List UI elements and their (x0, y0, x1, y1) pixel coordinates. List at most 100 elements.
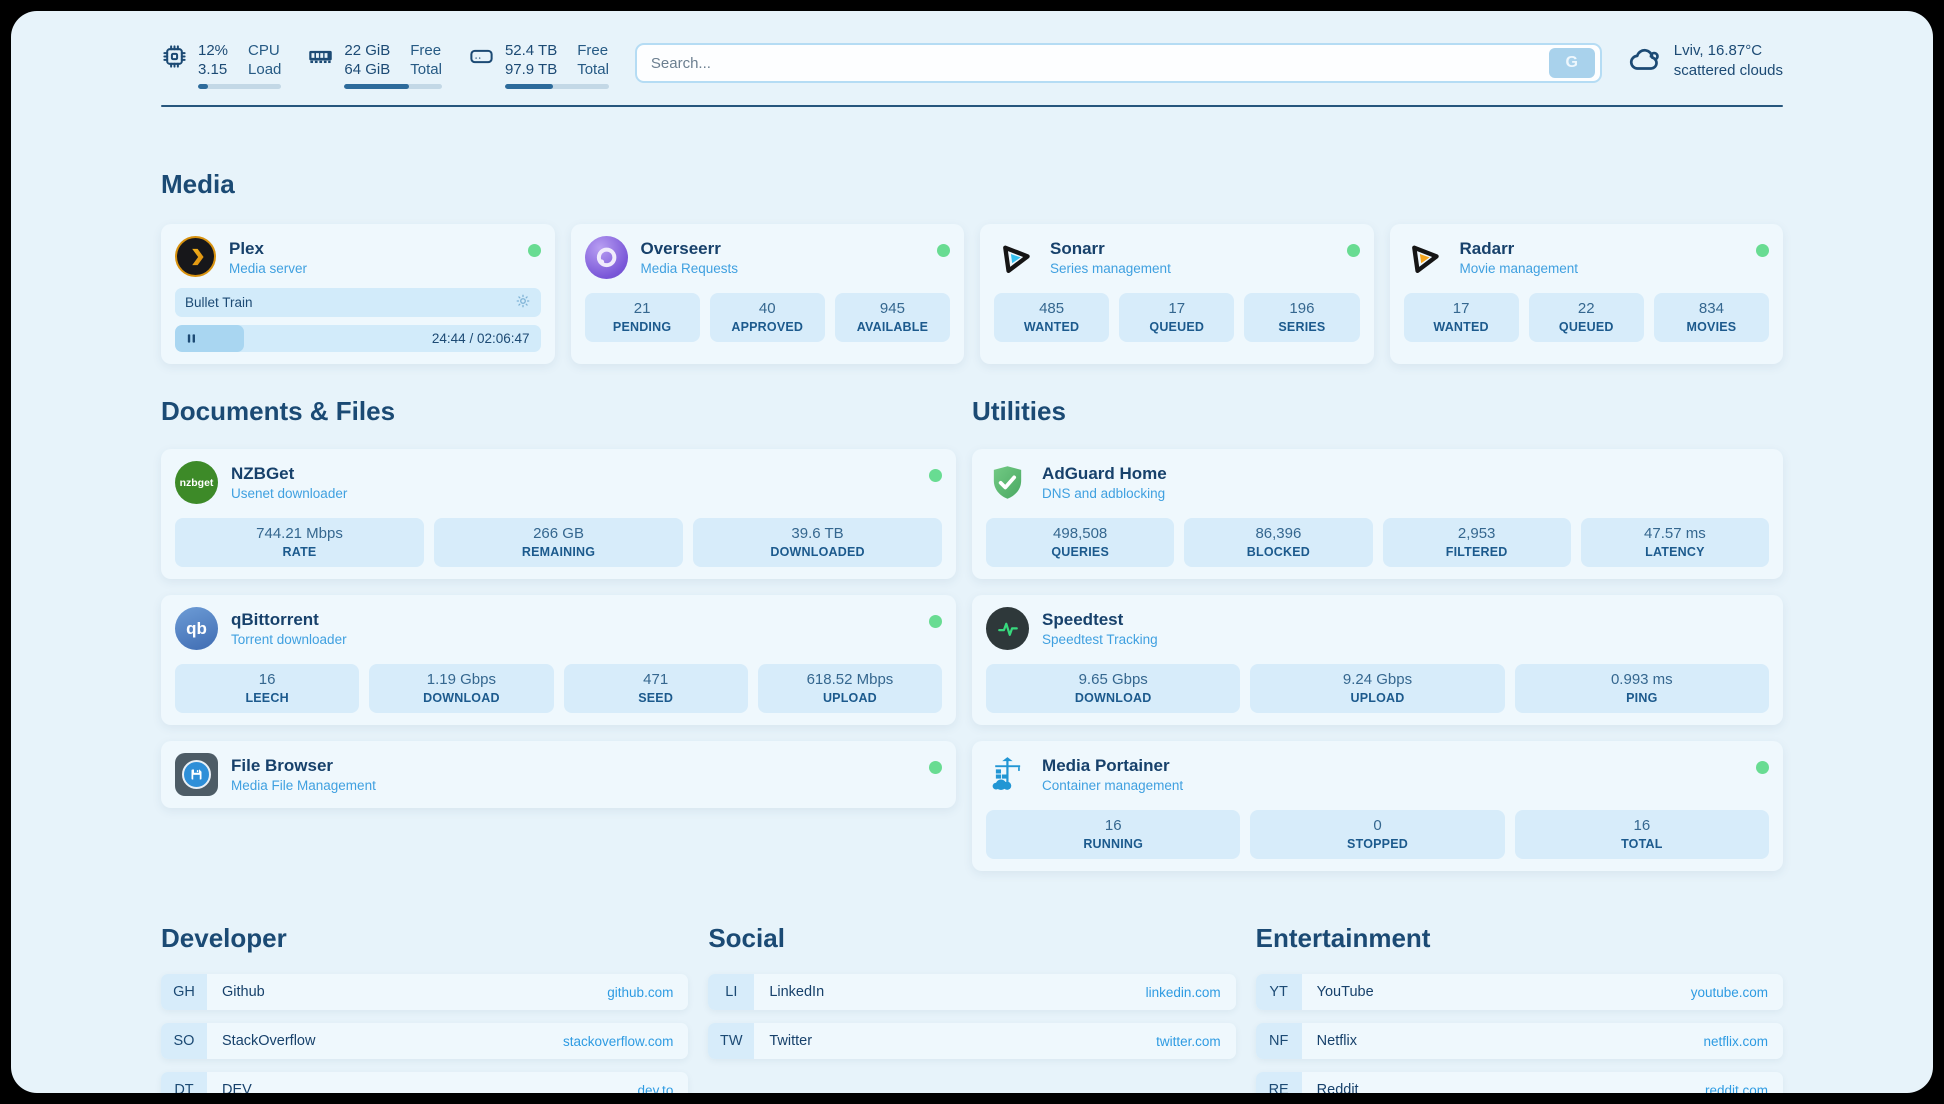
bookmark-name: Reddit (1316, 1082, 1359, 1093)
disk-total-label: Total (577, 61, 609, 78)
section-title-social: Social (708, 923, 785, 953)
stat-box-downloaded: 39.6 TB DOWNLOADED (693, 518, 943, 567)
top-bar: 12% 3.15 CPU Load (11, 11, 1933, 89)
cloud-icon (1628, 43, 1662, 77)
app-name: Radarr (1459, 239, 1515, 258)
bookmark-dev[interactable]: DT DEV dev.to (161, 1072, 689, 1094)
app-name: Sonarr (1050, 239, 1105, 258)
adguard-icon (986, 461, 1029, 504)
hard-drive-icon (468, 43, 495, 70)
bookmark-twitter[interactable]: TW Twitter twitter.com (708, 1023, 1236, 1059)
app-subtitle: Torrent downloader (231, 632, 347, 647)
cpu-label: CPU (248, 42, 280, 59)
overseerr-icon (584, 236, 628, 279)
search-bar[interactable]: G (634, 43, 1602, 83)
status-online-dot (929, 761, 943, 774)
app-card-adguard[interactable]: AdGuard Home DNS and adblocking 498,508 … (972, 449, 1783, 579)
disk-stat-widget: 52.4 TB 97.9 TB Free Total (468, 41, 609, 89)
app-name: qBittorrent (231, 610, 319, 629)
ram-total-value: 64 GiB (344, 61, 391, 78)
status-online-dot (937, 244, 950, 257)
app-subtitle: Media File Management (231, 778, 376, 793)
app-card-filebrowser[interactable]: File Browser Media File Management (161, 741, 957, 808)
app-subtitle: Container management (1042, 778, 1184, 793)
bookmark-abbr: TW (708, 1023, 755, 1059)
app-card-portainer[interactable]: Media Portainer Container management 16 … (972, 741, 1783, 871)
app-name: File Browser (231, 756, 334, 775)
portainer-icon (986, 753, 1029, 796)
cpu-stat-widget: 12% 3.15 CPU Load (161, 41, 282, 89)
stat-box-running: 16 RUNNING (986, 810, 1241, 859)
app-card-speedtest[interactable]: Speedtest Speedtest Tracking 9.65 Gbps D… (972, 595, 1783, 725)
stat-box-wanted: 17 WANTED (1403, 293, 1519, 342)
load-label: Load (248, 61, 282, 78)
stat-box-queued: 22 QUEUED (1528, 293, 1644, 342)
stat-box-stopped: 0 STOPPED (1250, 810, 1505, 859)
bookmark-url: reddit.com (1704, 1082, 1768, 1094)
ram-icon (307, 43, 334, 70)
bookmark-abbr: YT (1255, 974, 1302, 1010)
stat-box-latency: 47.57 ms LATENCY (1580, 518, 1769, 567)
media-grid: Plex Media server Bullet Train (161, 224, 1783, 364)
app-card-overseerr[interactable]: Overseerr Media Requests 21 PENDING 40 A… (570, 224, 964, 364)
bookmark-netflix[interactable]: NF Netflix netflix.com (1255, 1023, 1783, 1059)
stat-box-upload: 9.24 Gbps UPLOAD (1250, 664, 1505, 713)
app-card-nzbget[interactable]: nzbget NZBGet Usenet downloader 744.21 M… (161, 449, 957, 579)
ram-stat-widget: 22 GiB 64 GiB Free Total (307, 41, 442, 89)
status-online-dot (527, 244, 541, 257)
bookmark-github[interactable]: GH Github github.com (161, 974, 689, 1010)
bookmark-url: stackoverflow.com (563, 1033, 674, 1049)
status-online-dot (1756, 761, 1769, 774)
search-engine-button[interactable]: G (1548, 48, 1595, 78)
stat-box-upload: 618.52 Mbps UPLOAD (757, 664, 943, 713)
cpu-progress-bar (198, 84, 282, 89)
app-card-radarr[interactable]: Radarr Movie management 17 WANTED 22 QUE… (1389, 224, 1783, 364)
section-title-documents: Documents & Files (161, 396, 396, 426)
app-card-qbittorrent[interactable]: qb qBittorrent Torrent downloader 16 (161, 595, 957, 725)
search-input[interactable] (650, 54, 1549, 72)
bookmark-linkedin[interactable]: LI LinkedIn linkedin.com (708, 974, 1236, 1010)
stat-box-ping: 0.993 ms PING (1514, 664, 1769, 713)
bookmark-name: Twitter (769, 1033, 813, 1049)
playback-time: 24:44 / 02:06:47 (431, 331, 530, 346)
stat-box-pending: 21 PENDING (584, 293, 700, 342)
stat-box-filtered: 2,953 FILTERED (1382, 518, 1571, 567)
section-title-developer: Developer (161, 923, 287, 953)
stat-box-movies: 834 MOVIES (1653, 293, 1770, 342)
app-card-sonarr[interactable]: Sonarr Series management 485 WANTED 17 Q… (980, 224, 1374, 364)
bookmark-name: LinkedIn (769, 984, 825, 1000)
ram-free-value: 22 GiB (344, 42, 391, 59)
app-subtitle: Speedtest Tracking (1042, 632, 1158, 647)
disk-progress-bar (504, 84, 609, 89)
stat-box-series: 196 SERIES (1244, 293, 1360, 342)
bookmark-stackoverflow[interactable]: SO StackOverflow stackoverflow.com (161, 1023, 689, 1059)
bookmark-url: dev.to (637, 1082, 674, 1094)
now-playing-title: Bullet Train (185, 295, 253, 310)
bookmark-url: youtube.com (1690, 984, 1768, 1000)
bookmark-url: twitter.com (1156, 1033, 1221, 1049)
ram-free-label: Free (410, 42, 442, 59)
cpu-usage-value: 12% (198, 42, 229, 59)
stat-box-approved: 40 APPROVED (709, 293, 825, 342)
bookmark-url: linkedin.com (1145, 984, 1221, 1000)
app-name: NZBGet (231, 464, 295, 483)
bookmark-name: StackOverflow (222, 1033, 316, 1049)
status-online-dot (929, 615, 943, 628)
ram-total-label: Total (410, 61, 442, 78)
radarr-icon (1404, 236, 1447, 279)
stat-box-wanted: 485 WANTED (994, 293, 1110, 342)
nzbget-icon: nzbget (175, 461, 218, 504)
app-card-plex[interactable]: Plex Media server Bullet Train (161, 224, 555, 364)
app-name: AdGuard Home (1042, 464, 1167, 483)
session-settings-gear-icon[interactable] (515, 293, 531, 312)
app-name: Overseerr (640, 239, 721, 258)
cpu-chip-icon (161, 43, 188, 70)
bookmark-reddit[interactable]: RE Reddit reddit.com (1255, 1072, 1783, 1094)
stat-box-seed: 471 SEED (563, 664, 748, 713)
pause-icon[interactable] (186, 333, 197, 344)
bookmark-youtube[interactable]: YT YouTube youtube.com (1255, 974, 1783, 1010)
cpu-load-value: 3.15 (198, 61, 228, 78)
stat-box-blocked: 86,396 BLOCKED (1184, 518, 1373, 567)
status-online-dot (929, 469, 943, 482)
weather-condition: scattered clouds (1673, 62, 1783, 79)
